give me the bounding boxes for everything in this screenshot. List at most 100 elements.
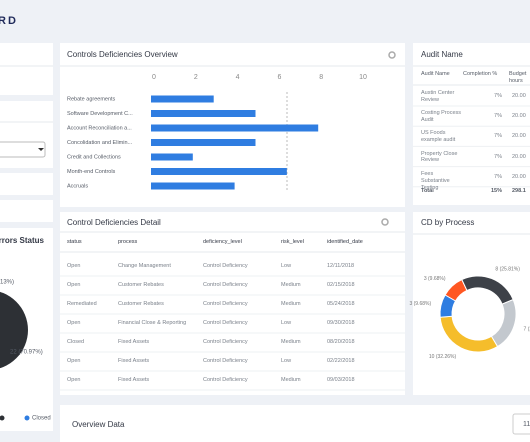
panel — [60, 212, 405, 395]
panel — [0, 200, 53, 222]
cell: 05/24/2018 — [327, 301, 355, 307]
column-header: status — [67, 239, 82, 245]
panel — [413, 43, 530, 205]
dropdown[interactable] — [0, 141, 46, 158]
panel — [0, 43, 53, 95]
cell: Medium — [281, 301, 301, 307]
donut-label: 10 (32.26%) — [429, 354, 457, 360]
cell: Property Close Review — [421, 150, 458, 164]
y-tick-label: Software Development C... — [67, 111, 133, 117]
bar — [151, 139, 256, 146]
cell: Control Deficiency — [203, 339, 248, 345]
cell: 20.00 — [512, 173, 526, 180]
y-tick-label: Rebate agreements — [67, 96, 116, 102]
cell: 20.00 — [512, 93, 526, 99]
y-tick-label: Accruals — [67, 183, 88, 189]
cell: 09/03/2018 — [327, 377, 355, 383]
bar — [151, 182, 235, 190]
cell: Customer Rebates — [118, 301, 164, 307]
pie — [0, 291, 28, 369]
cell: Fees Substantive Testing — [421, 170, 450, 191]
cell: 20.00 — [512, 133, 526, 140]
cell: 298.1 — [512, 188, 526, 194]
panel-title: Overview Data — [72, 420, 125, 429]
pie-label: 13%) — [0, 280, 14, 286]
x-tick-label: 10 — [359, 74, 367, 81]
bar — [151, 110, 256, 117]
donut-label: 7 (22.58%) — [524, 326, 530, 332]
cell: Fixed Assets — [118, 339, 150, 345]
app-title: RD — [0, 15, 18, 27]
cell: Customer Rebates — [118, 282, 164, 288]
cell: Low — [281, 358, 292, 364]
column-header: Completion % — [463, 71, 498, 77]
cell: 7% — [494, 173, 502, 180]
y-tick-label: Concolidation and Elimin... — [67, 140, 133, 146]
cell: Open — [67, 320, 81, 326]
cell: Open — [67, 358, 81, 364]
cell: Open — [67, 282, 81, 288]
cell: 7% — [494, 153, 502, 160]
pie-label: 22 (70.97%) — [10, 350, 43, 356]
cell: 12/11/2018 — [327, 263, 355, 269]
cell: 02/22/2018 — [327, 358, 355, 364]
legend-dot — [0, 415, 5, 421]
column-header: process — [118, 239, 138, 245]
cell: Fixed Assets — [118, 377, 150, 383]
cell: Total — [421, 188, 434, 194]
cell: 7% — [494, 113, 502, 120]
cell: Control Deficiency — [203, 301, 248, 307]
bar — [151, 168, 287, 175]
cell: US Foods example audit — [421, 130, 456, 144]
cell: Low — [281, 320, 292, 326]
cell: Austin Center Review — [421, 90, 455, 103]
cell: Fixed Assets — [118, 358, 150, 364]
column-header: Budget hours — [509, 71, 527, 84]
column-header: risk_level — [281, 239, 304, 245]
x-tick-label: 2 — [194, 74, 198, 81]
cell: Control Deficiency — [203, 263, 248, 269]
settings-icon[interactable] — [388, 51, 396, 59]
legend-label: Closed — [32, 416, 51, 422]
cell: Control Deficiency — [203, 358, 248, 364]
cell: Open — [67, 377, 81, 383]
cell: Control Deficiency — [203, 377, 248, 383]
cell: Costing Process Audit — [421, 110, 462, 124]
column-header: deficiency_level — [203, 239, 242, 245]
bar — [151, 95, 214, 103]
y-tick-label: Credit and Collections — [67, 154, 121, 160]
badge-text: 11 — [523, 421, 530, 428]
cell: Medium — [281, 282, 301, 288]
bar — [151, 153, 193, 161]
cell: Low — [281, 263, 292, 269]
y-tick-label: Month-end Controls — [67, 169, 116, 175]
badge[interactable] — [512, 413, 530, 435]
cell: Medium — [281, 339, 301, 345]
bar — [151, 124, 319, 132]
cell: 20.00 — [512, 153, 526, 160]
panel — [0, 173, 53, 195]
panel-title: Audit Name — [421, 50, 463, 59]
cell: Control Deficiency — [203, 320, 248, 326]
cell: Control Deficiency — [203, 282, 248, 288]
settings-icon[interactable] — [381, 218, 389, 226]
x-tick-label: 8 — [319, 74, 323, 81]
cell: Remediated — [67, 301, 97, 307]
cell: Open — [67, 263, 81, 269]
cell: 09/30/2018 — [327, 320, 355, 326]
cell: Closed — [67, 339, 85, 345]
x-tick-label: 6 — [277, 74, 281, 81]
panel-title: Errors Status — [0, 236, 45, 245]
cell: Financial Close & Reporting — [118, 320, 187, 326]
cell: 20.00 — [512, 113, 526, 120]
cell: 08/20/2018 — [327, 339, 355, 345]
y-tick-label: Account Reconciliation a... — [67, 125, 132, 131]
donut-label: 3 (9.68%) — [424, 276, 446, 282]
cell: 02/15/2018 — [327, 282, 355, 288]
donut-segment — [439, 294, 457, 318]
column-header: Audit Name — [421, 71, 450, 77]
donut-label: 8 (25.81%) — [495, 267, 520, 273]
panel — [60, 405, 530, 442]
